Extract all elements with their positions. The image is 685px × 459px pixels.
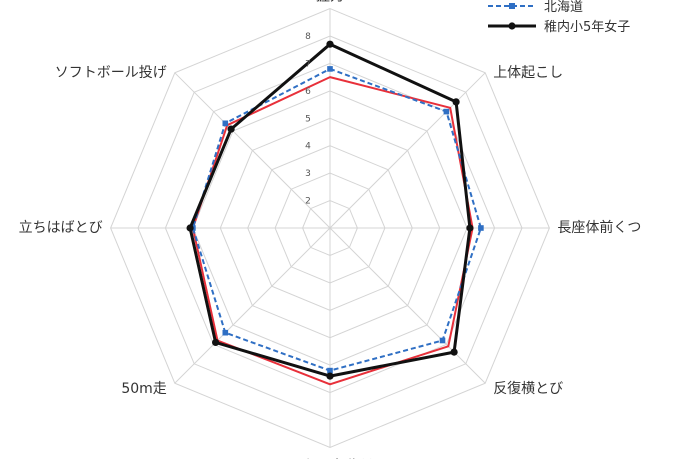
series-point [466,224,474,232]
legend-label: 北海道 [544,0,583,15]
axis-label: ソフトボール投げ [55,65,167,81]
legend-marker [509,3,515,9]
axis-label: 握力 [316,0,344,5]
series-point [227,125,235,133]
tick-label: 3 [305,169,311,179]
tick-label: 4 [305,142,311,152]
tick-label: 2 [305,197,311,207]
axis-label: 上体起こし [493,65,563,81]
legend-label: 稚内小5年女子 [544,19,630,35]
legend-marker [508,22,516,30]
axis-label: 反復横とび [493,380,563,397]
grid-spoke [329,227,486,384]
axis-label: 長座体前くつ [557,219,641,236]
series-point [222,329,229,336]
grid-spoke [174,227,331,384]
tick-label: 5 [305,114,311,124]
series-line [191,67,482,372]
series-point [439,337,446,344]
axis-labels: 2 3 4 5 6 7 8 握力上体起こし長座体前くつ反復横とび 20mシャトルラン 50m走 立ち… [19,0,642,459]
legend: 全国北海道稚内小5年女子 [488,0,630,35]
axis-label: 20mシャトルラン [272,457,387,459]
series-point [452,98,460,106]
series-point [222,120,229,127]
tick-label: 8 [305,32,311,42]
axis-label: 立ちはばとび [19,220,103,236]
series-point [326,372,334,380]
series-point [326,40,334,48]
series-point [186,224,194,232]
grid-spoke [174,72,331,229]
series-point [327,367,333,374]
series-layer [186,40,484,386]
series-point [478,225,484,231]
series-point [450,348,458,356]
series-point [443,108,450,115]
series-point [212,338,220,346]
tick-label: 6 [305,87,311,97]
grid-spoke [329,72,486,229]
axis-label: 50m走 [121,381,166,397]
tick-label: 7 [305,59,311,69]
series-point [327,66,333,72]
